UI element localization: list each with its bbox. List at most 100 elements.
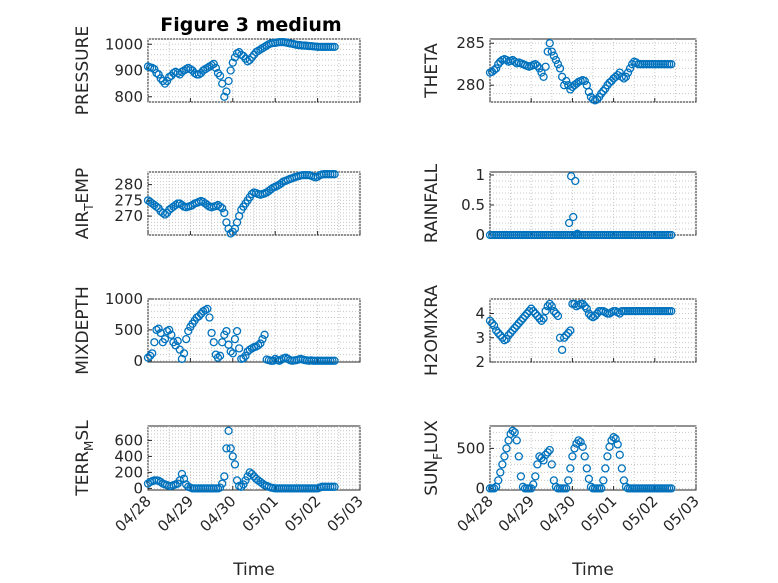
- data-point: [611, 72, 620, 81]
- data-point: [220, 92, 229, 101]
- data-point: [580, 76, 589, 86]
- data-point: [590, 311, 600, 321]
- data-point: [226, 229, 235, 238]
- data-point: [625, 64, 635, 73]
- data-point: [494, 476, 503, 485]
- data-point: [597, 89, 606, 98]
- data-point: [582, 464, 591, 473]
- data-point: [177, 469, 187, 479]
- data-point: [549, 306, 559, 316]
- data-point: [557, 345, 567, 355]
- y-tick-label: 2: [475, 353, 485, 371]
- data-point: [564, 476, 573, 485]
- data-point: [574, 436, 583, 445]
- data-point: [188, 200, 197, 210]
- data-point: [529, 480, 538, 489]
- y-tick-label: 275: [114, 191, 143, 209]
- data-point: [171, 341, 180, 350]
- y-tick-label: 900: [114, 62, 143, 80]
- data-point: [543, 302, 552, 311]
- data-point: [557, 72, 567, 81]
- data-point: [277, 178, 286, 188]
- data-point: [527, 304, 536, 313]
- data-point: [213, 353, 223, 362]
- data-point: [228, 452, 237, 461]
- data-point: [667, 306, 676, 316]
- data-point: [580, 452, 589, 461]
- data-point: [154, 70, 163, 79]
- x-tick-label: 04/29: [495, 492, 538, 535]
- data-point: [584, 87, 594, 97]
- data-point: [617, 464, 626, 473]
- data-point: [218, 479, 227, 488]
- data-point: [580, 302, 589, 311]
- data-point: [154, 324, 163, 333]
- y-tick-label: 400: [114, 447, 143, 465]
- y-axis-label: PRESSURE: [73, 26, 93, 115]
- data-point: [573, 229, 582, 238]
- data-point: [560, 333, 569, 342]
- data-point: [502, 444, 511, 453]
- data-point: [241, 351, 250, 360]
- data-point: [571, 176, 580, 186]
- y-tick-label: 600: [114, 431, 143, 449]
- y-tick-label: 1000: [105, 290, 143, 308]
- y-tick-label: 3: [475, 329, 485, 347]
- y-axis-label: THETA: [422, 43, 442, 99]
- data-point: [156, 477, 165, 487]
- data-point: [167, 330, 176, 339]
- data-point: [222, 444, 231, 453]
- data-point: [516, 316, 526, 325]
- data-point: [232, 326, 242, 336]
- data-point: [541, 62, 550, 71]
- data-point: [547, 460, 556, 469]
- data-point: [531, 309, 540, 318]
- data-point: [615, 68, 624, 77]
- y-axis-label: AIRTEMP: [73, 168, 96, 239]
- subplot-pressure: 800 900 1000 PRESSURE: [73, 26, 361, 115]
- data-point: [603, 452, 612, 461]
- data-point: [545, 299, 554, 308]
- x-tick-label: 04/28: [112, 492, 155, 535]
- y-tick-label: 0: [475, 226, 485, 244]
- data-point: [143, 353, 153, 362]
- data-point: [599, 86, 608, 96]
- data-point: [599, 476, 608, 485]
- data-point: [235, 344, 244, 353]
- x-tick-label: 04/30: [536, 492, 579, 535]
- data-point: [148, 349, 157, 358]
- data-point: [619, 74, 629, 83]
- x-tick-label: 04/29: [154, 492, 197, 535]
- data-point: [500, 452, 509, 461]
- series-markers: [485, 172, 676, 240]
- data-point: [215, 71, 225, 80]
- data-point: [520, 311, 530, 321]
- data-point: [569, 212, 578, 222]
- y-axis-label: MIXDEPTH: [73, 286, 93, 375]
- x-axis-label: Time: [571, 560, 614, 580]
- y-tick-label: 1000: [105, 35, 143, 53]
- data-point: [562, 484, 571, 493]
- y-tick-label: 0.5: [461, 196, 485, 214]
- data-point: [222, 326, 231, 336]
- data-point: [177, 354, 187, 364]
- plot-area: [489, 425, 697, 491]
- data-point: [226, 66, 235, 75]
- data-point: [209, 59, 218, 69]
- data-point: [613, 440, 622, 449]
- data-point: [576, 437, 585, 447]
- data-point: [220, 472, 229, 481]
- x-tick-label: 04/30: [196, 492, 239, 535]
- data-point: [330, 42, 339, 52]
- data-point: [209, 338, 218, 347]
- data-point: [162, 76, 172, 86]
- data-point: [207, 328, 216, 338]
- x-tick-label: 05/03: [660, 492, 703, 535]
- data-point: [601, 464, 610, 473]
- data-point: [230, 334, 240, 344]
- data-point: [150, 338, 159, 347]
- data-point: [566, 464, 575, 473]
- data-point: [160, 334, 170, 344]
- data-point: [145, 351, 155, 360]
- data-point: [330, 170, 339, 179]
